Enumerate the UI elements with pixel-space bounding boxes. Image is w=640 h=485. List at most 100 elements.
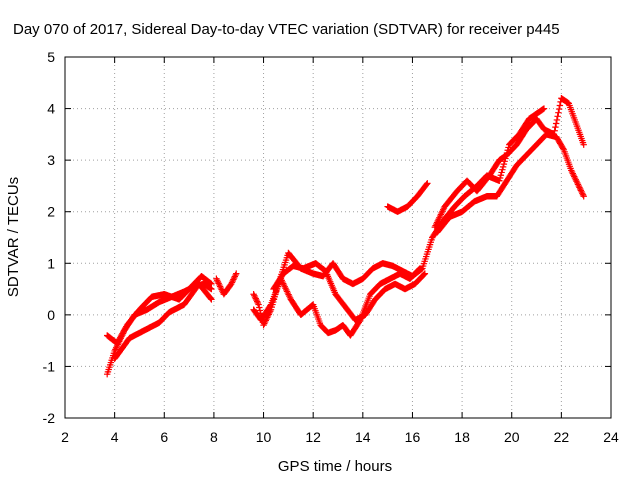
data-point (233, 270, 240, 277)
data-point (552, 120, 560, 127)
data-point (208, 280, 215, 288)
data-point (114, 338, 122, 346)
x-tick-label: 2 (61, 429, 69, 445)
y-tick-label: 3 (47, 152, 55, 168)
data-point (579, 191, 587, 198)
series-trace-b (103, 272, 215, 347)
chart-title: Day 070 of 2017, Sidereal Day-to-day VTE… (13, 21, 560, 38)
data-point (576, 185, 584, 193)
x-tick-label: 12 (305, 429, 321, 445)
data-point (500, 160, 508, 168)
series-trace-h (384, 180, 431, 215)
data-point (118, 331, 125, 339)
x-tick-label: 14 (355, 429, 371, 445)
data-point (499, 163, 507, 171)
data-point (231, 273, 239, 280)
data-point (252, 295, 259, 302)
y-axis-label: SDTVAR / TECUs (5, 177, 22, 297)
data-point (496, 177, 503, 184)
data-point (579, 190, 586, 197)
data-point (551, 127, 558, 134)
data-point (267, 302, 274, 309)
data-point (230, 274, 238, 282)
data-point (207, 295, 214, 302)
data-point (253, 296, 260, 304)
x-tick-label: 24 (603, 429, 619, 445)
data-point (251, 292, 258, 299)
data-point (576, 184, 583, 191)
grid-layer (65, 57, 611, 418)
data-point (119, 330, 126, 337)
y-tick-label: 4 (47, 101, 55, 117)
data-layer (103, 95, 587, 378)
data-point (254, 299, 262, 307)
y-tick-label: 2 (47, 204, 55, 220)
data-point (116, 335, 123, 343)
y-tick-label: -1 (43, 358, 56, 374)
data-point (552, 123, 559, 131)
data-point (120, 328, 127, 336)
y-tick-label: 5 (47, 49, 55, 65)
data-point (416, 265, 424, 272)
data-point (230, 276, 237, 283)
data-point (555, 105, 563, 113)
data-point (577, 187, 585, 194)
data-point (580, 193, 587, 200)
data-point (121, 326, 128, 333)
data-point (120, 327, 128, 334)
data-point (232, 271, 239, 279)
y-tick-label: 1 (47, 255, 55, 271)
data-point (115, 337, 122, 344)
data-point (424, 180, 431, 187)
data-point (580, 141, 587, 148)
series-trace-e (250, 234, 436, 329)
x-tick-label: 10 (256, 429, 272, 445)
x-tick-label: 18 (454, 429, 470, 445)
data-point (421, 270, 429, 277)
data-point (309, 301, 316, 309)
x-tick-label: 22 (554, 429, 570, 445)
x-tick-label: 4 (111, 429, 119, 445)
data-point (256, 307, 264, 314)
data-point (553, 116, 561, 124)
x-tick-label: 20 (504, 429, 520, 445)
x-tick-label: 6 (160, 429, 168, 445)
data-point (122, 324, 129, 332)
series-trace-g (270, 260, 429, 324)
data-point (256, 304, 263, 311)
y-tick-label: -2 (43, 410, 56, 426)
data-point (208, 296, 215, 303)
x-axis-label: GPS time / hours (278, 458, 392, 475)
data-point (229, 277, 236, 285)
data-point (228, 280, 235, 288)
data-point (496, 174, 504, 182)
data-point (251, 293, 259, 301)
data-point (423, 181, 430, 188)
data-point (255, 301, 262, 308)
data-point (556, 102, 564, 109)
y-tick-label: 0 (47, 307, 55, 323)
data-point (497, 172, 505, 179)
data-point (575, 182, 582, 190)
series-trace-d (213, 270, 240, 298)
data-point (559, 145, 567, 152)
data-point (540, 105, 548, 112)
plot-frame (64, 56, 612, 419)
data-point (420, 271, 428, 278)
series-trace-k (434, 131, 587, 236)
data-point (554, 113, 561, 120)
data-point (113, 340, 121, 347)
data-point (253, 298, 261, 305)
data-point (228, 279, 236, 286)
data-point (415, 266, 423, 273)
data-point (116, 334, 124, 341)
data-point (499, 166, 506, 173)
data-point (498, 169, 505, 176)
data-point (117, 333, 125, 340)
data-point (555, 109, 562, 116)
data-point (578, 188, 585, 196)
